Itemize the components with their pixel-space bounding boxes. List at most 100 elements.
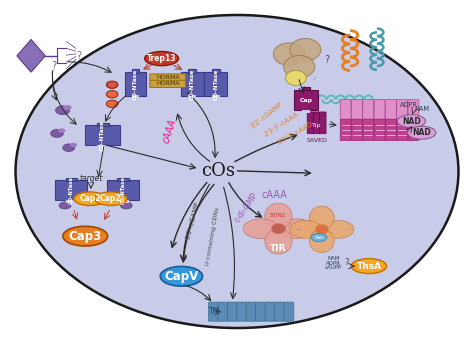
Ellipse shape — [265, 203, 292, 229]
FancyBboxPatch shape — [188, 95, 196, 99]
Ellipse shape — [311, 234, 327, 241]
FancyBboxPatch shape — [118, 200, 128, 203]
Text: SAVED: SAVED — [307, 138, 328, 143]
Text: NAD: NAD — [314, 236, 324, 239]
Ellipse shape — [351, 259, 387, 274]
Ellipse shape — [70, 143, 77, 147]
FancyBboxPatch shape — [150, 80, 186, 87]
FancyBboxPatch shape — [212, 69, 220, 73]
FancyBboxPatch shape — [228, 302, 237, 321]
Text: NAD: NAD — [402, 117, 421, 126]
Text: Trep13: Trep13 — [147, 54, 176, 63]
Text: cOs: cOs — [201, 163, 235, 180]
Text: CD-NTase: CD-NTase — [213, 69, 219, 100]
Text: Cap2: Cap2 — [79, 194, 101, 203]
Ellipse shape — [243, 219, 278, 238]
Ellipse shape — [408, 126, 436, 139]
Ellipse shape — [63, 105, 72, 110]
Text: c-di-GMP: c-di-GMP — [233, 191, 260, 224]
FancyBboxPatch shape — [181, 72, 203, 96]
Circle shape — [290, 38, 321, 61]
Text: Cap3: Cap3 — [69, 230, 102, 243]
Text: NAM: NAM — [415, 106, 430, 112]
Ellipse shape — [290, 220, 322, 238]
FancyBboxPatch shape — [265, 302, 275, 321]
Text: ?: ? — [344, 258, 348, 267]
FancyBboxPatch shape — [363, 119, 374, 141]
FancyBboxPatch shape — [397, 119, 408, 141]
FancyBboxPatch shape — [352, 100, 362, 119]
FancyBboxPatch shape — [107, 180, 139, 200]
Ellipse shape — [108, 82, 117, 87]
Ellipse shape — [108, 92, 117, 97]
Text: U-containing CDNs: U-containing CDNs — [205, 206, 220, 266]
FancyBboxPatch shape — [374, 119, 385, 141]
FancyBboxPatch shape — [65, 178, 77, 181]
FancyBboxPatch shape — [363, 100, 374, 119]
Text: ADPR: ADPR — [401, 102, 419, 108]
Text: 3'3'3'-cAAO: 3'3'3'-cAAO — [275, 121, 313, 146]
Ellipse shape — [310, 229, 334, 252]
Text: 2'3'3'-cAAA: 2'3'3'-cAAA — [263, 111, 300, 138]
FancyBboxPatch shape — [284, 302, 294, 321]
FancyBboxPatch shape — [246, 302, 256, 321]
Ellipse shape — [145, 51, 179, 66]
FancyBboxPatch shape — [150, 74, 186, 81]
Polygon shape — [17, 39, 45, 72]
FancyBboxPatch shape — [118, 178, 128, 181]
Ellipse shape — [120, 202, 132, 209]
Text: CD-NTase: CD-NTase — [133, 69, 138, 100]
FancyBboxPatch shape — [408, 119, 419, 141]
Ellipse shape — [95, 192, 127, 205]
Ellipse shape — [74, 192, 106, 205]
FancyBboxPatch shape — [319, 112, 326, 134]
Text: cAAA: cAAA — [162, 117, 179, 144]
Text: TM: TM — [209, 307, 220, 316]
Ellipse shape — [160, 267, 202, 286]
Ellipse shape — [106, 100, 118, 108]
Text: NAD: NAD — [412, 128, 431, 137]
Text: 3'2'-cGAMP: 3'2'-cGAMP — [249, 101, 283, 130]
Text: target: target — [79, 174, 102, 183]
Text: HORMA: HORMA — [156, 75, 180, 80]
FancyBboxPatch shape — [307, 112, 314, 134]
FancyBboxPatch shape — [408, 100, 419, 119]
Text: CD-NTase: CD-NTase — [120, 176, 126, 204]
Text: HORMA: HORMA — [156, 81, 180, 86]
Ellipse shape — [51, 129, 64, 138]
FancyBboxPatch shape — [301, 110, 310, 113]
FancyBboxPatch shape — [340, 119, 351, 141]
Ellipse shape — [106, 91, 118, 98]
Text: NAM: NAM — [328, 256, 340, 261]
Text: ?: ? — [76, 50, 81, 61]
Text: Cap2: Cap2 — [100, 194, 121, 203]
Ellipse shape — [59, 202, 71, 209]
Ellipse shape — [106, 81, 118, 88]
FancyBboxPatch shape — [301, 87, 310, 90]
Ellipse shape — [55, 106, 70, 115]
FancyBboxPatch shape — [125, 72, 146, 96]
Ellipse shape — [278, 219, 314, 238]
Ellipse shape — [63, 144, 75, 152]
Text: 3'3'-cGAMP: 3'3'-cGAMP — [185, 201, 201, 241]
FancyBboxPatch shape — [209, 302, 219, 321]
Text: CapV: CapV — [164, 270, 199, 283]
Ellipse shape — [63, 226, 108, 246]
Ellipse shape — [322, 220, 354, 238]
FancyBboxPatch shape — [55, 180, 87, 200]
FancyBboxPatch shape — [255, 302, 265, 321]
FancyBboxPatch shape — [385, 119, 396, 141]
FancyBboxPatch shape — [97, 145, 109, 147]
Text: ?: ? — [51, 61, 56, 71]
FancyBboxPatch shape — [237, 302, 246, 321]
Text: CD-NTase: CD-NTase — [190, 69, 195, 100]
FancyBboxPatch shape — [97, 122, 109, 126]
Text: TIR: TIR — [270, 244, 287, 253]
Text: Tip: Tip — [312, 123, 321, 128]
Text: cAUPP: cAUPP — [325, 265, 342, 271]
Text: STING: STING — [270, 213, 287, 218]
Text: ThsA: ThsA — [356, 262, 382, 271]
FancyBboxPatch shape — [274, 302, 284, 321]
Text: CD-NTase: CD-NTase — [100, 119, 105, 151]
FancyBboxPatch shape — [313, 112, 320, 134]
